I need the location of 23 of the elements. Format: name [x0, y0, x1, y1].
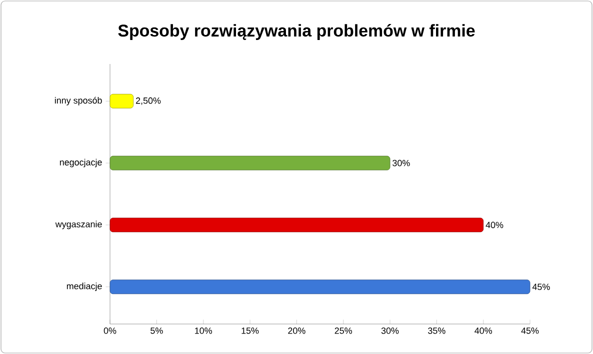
x-tick-label: 40%	[474, 328, 492, 334]
x-tick-label: 5%	[150, 328, 163, 334]
x-tick-label: 10%	[195, 328, 212, 334]
x-tick-label: 25%	[334, 328, 352, 334]
y-tick-label: wygaszanie	[55, 220, 102, 230]
data-label: 40%	[486, 222, 504, 228]
data-label: 45%	[532, 284, 550, 290]
x-tick-label: 15%	[242, 328, 259, 334]
bar	[110, 218, 484, 232]
chart-title: Sposoby rozwiązywania problemów w firmie	[118, 24, 475, 40]
bar	[110, 156, 390, 170]
x-tick-label: 45%	[521, 328, 539, 334]
y-tick-label: negocjacje	[60, 158, 102, 168]
bar	[110, 280, 530, 294]
x-tick-label: 20%	[288, 328, 306, 334]
y-tick-label: inny sposób	[54, 96, 102, 106]
x-tick-label: 30%	[381, 328, 399, 334]
data-label: 2,50%	[136, 97, 161, 105]
data-label: 30%	[392, 160, 410, 166]
y-tick-label: mediacje	[66, 282, 102, 292]
x-tick-label: 0%	[104, 328, 116, 334]
bar	[110, 94, 134, 108]
x-tick-label: 35%	[428, 328, 446, 334]
